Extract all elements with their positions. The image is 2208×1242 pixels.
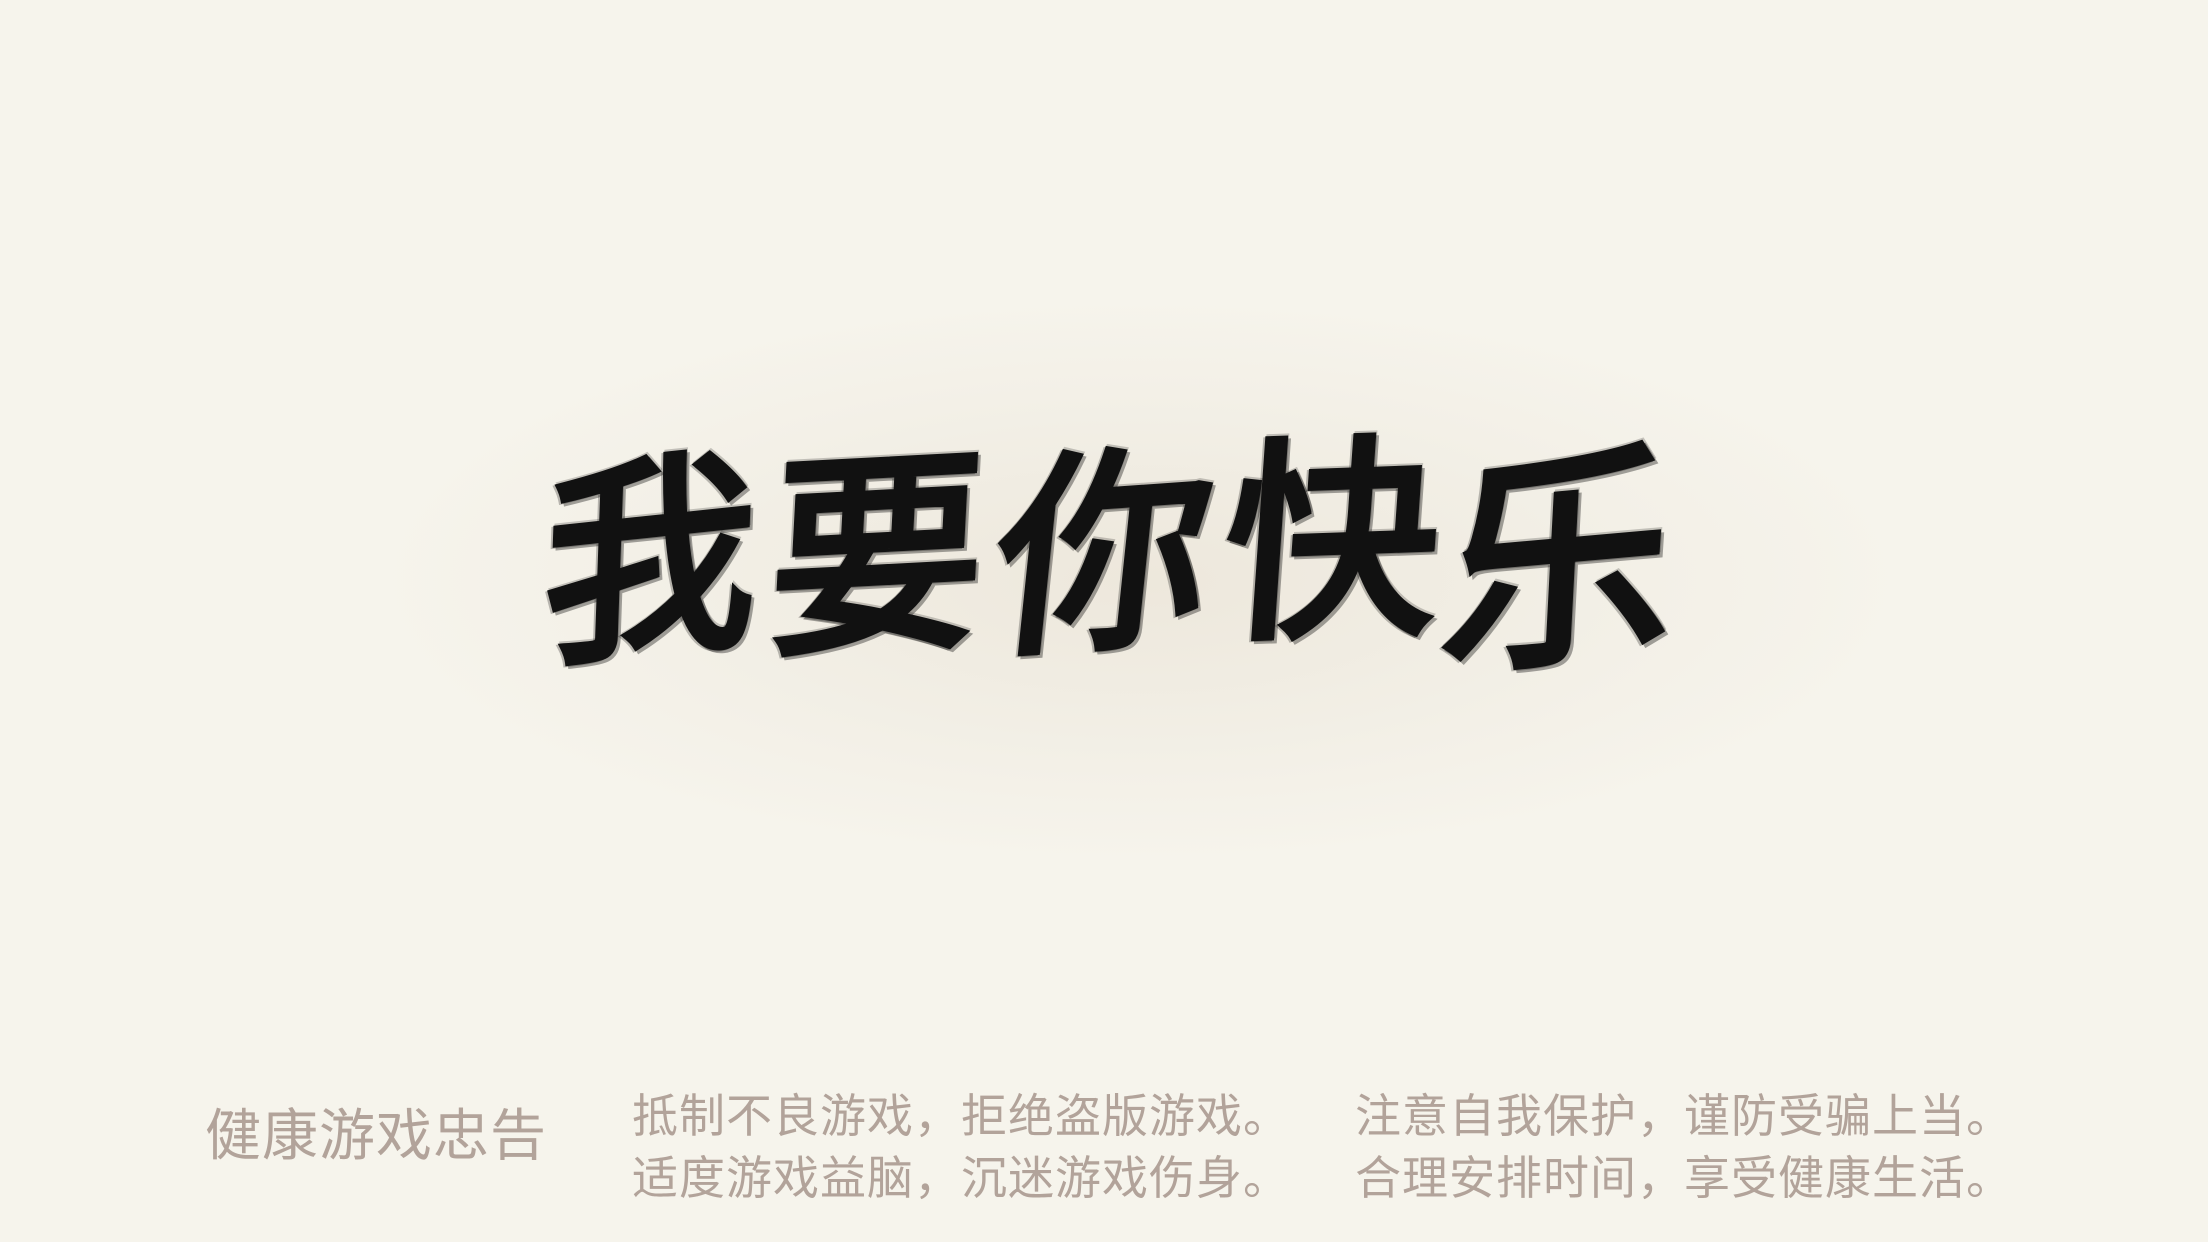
health-advisory-line-2: 适度游戏益脑，沉迷游戏伤身。 (632, 1151, 1290, 1205)
ink-wash-background (380, 300, 1900, 860)
slogan-char-3: 你 (982, 418, 1225, 690)
health-advisory-line-3: 注意自我保护，谨防受骗上当。 (1355, 1089, 2013, 1143)
slogan-char-4: 快 (1215, 411, 1448, 673)
calligraphy-slogan: 我 要 你 快 乐 (0, 340, 2208, 760)
health-advisory: 健康游戏忠告 抵制不良游戏，拒绝盗版游戏。 适度游戏益脑，沉迷游戏伤身。 注意自… (0, 1085, 2208, 1215)
health-advisory-line-1: 抵制不良游戏，拒绝盗版游戏。 (632, 1089, 1290, 1143)
health-advisory-title: 健康游戏忠告 (205, 1104, 547, 1169)
slogan-char-5: 乐 (1434, 414, 1681, 710)
slogan-char-1: 我 (538, 421, 762, 699)
health-advisory-line-4: 合理安排时间，享受健康生活。 (1355, 1151, 2013, 1205)
slogan-char-2: 要 (762, 423, 991, 689)
